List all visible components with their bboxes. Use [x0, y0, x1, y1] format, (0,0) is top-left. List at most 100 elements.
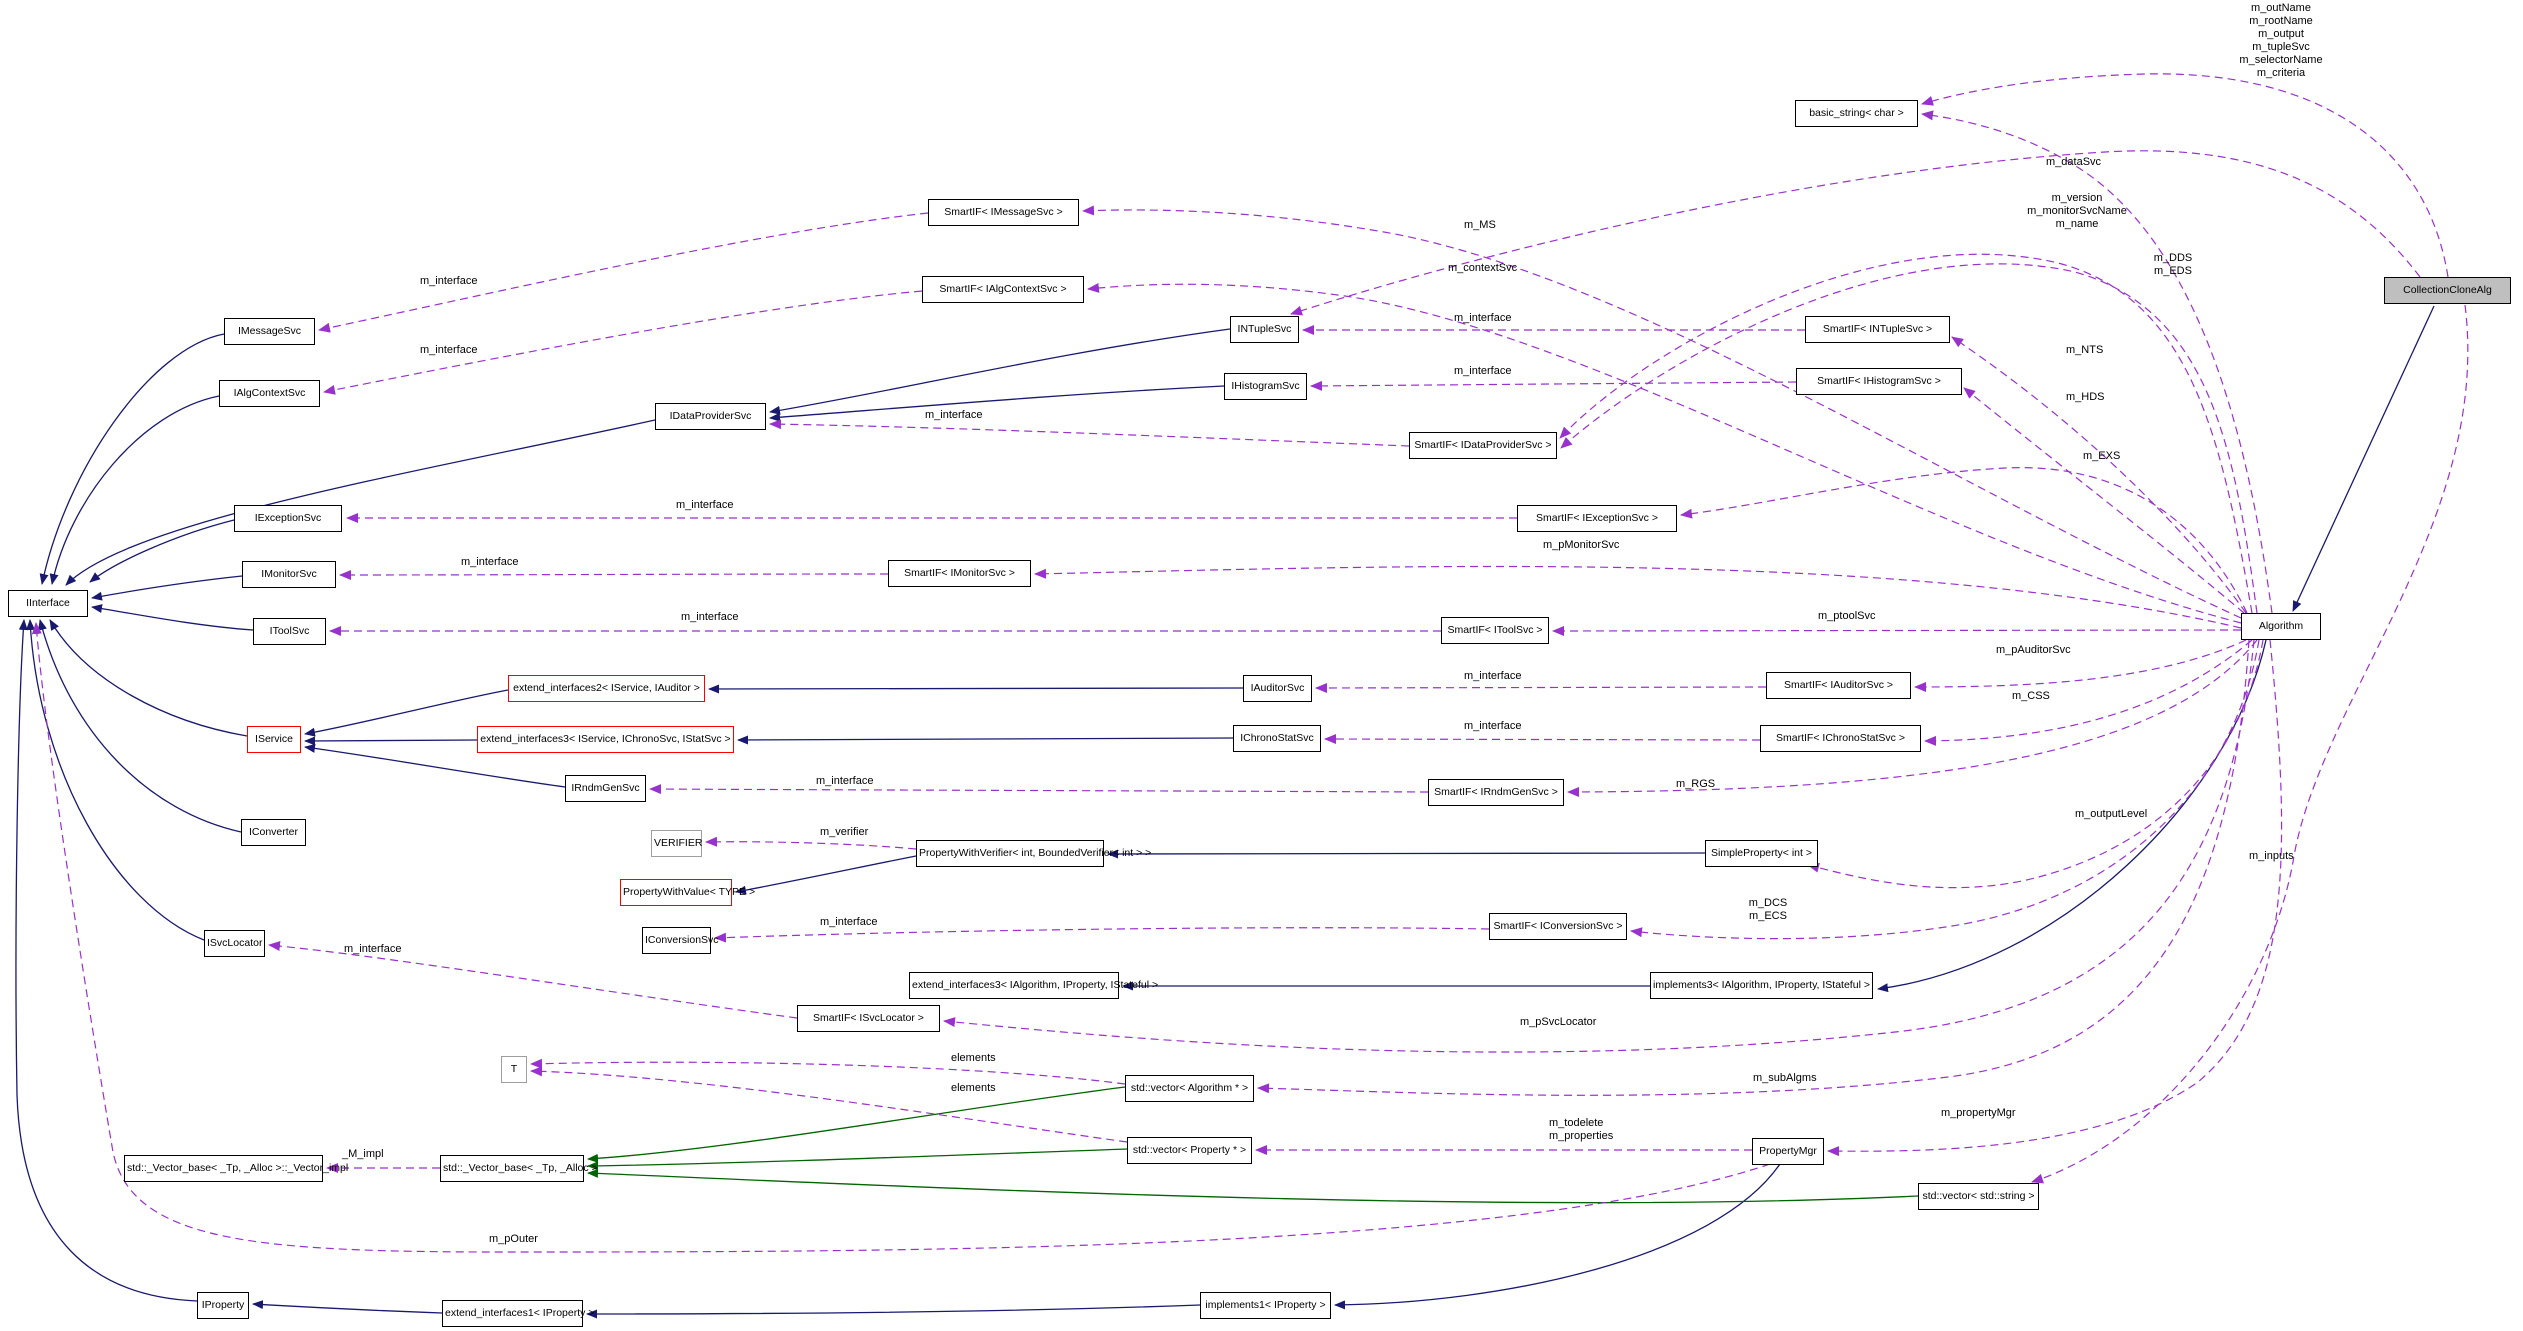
node-smartif-isvclocator[interactable]: SmartIF< ISvcLocator >	[797, 1005, 940, 1032]
node-isvclocator[interactable]: ISvcLocator	[204, 930, 265, 957]
edge-inh-6	[49, 619, 248, 737]
edge-label: m_verifier	[820, 826, 869, 838]
node-smartif-iconversionsvc[interactable]: SmartIF< IConversionSvc >	[1489, 913, 1627, 940]
edge-use-38	[1963, 387, 2245, 614]
edge-label: m_DDS m_EDS	[2153, 252, 2193, 277]
node-smartif-imonitorsvc[interactable]: SmartIF< IMonitorSvc >	[888, 560, 1031, 587]
node-verifier: VERIFIER	[651, 830, 702, 857]
node-vector-property[interactable]: std::vector< Property * >	[1127, 1137, 1252, 1164]
edge-label: m_interface	[1464, 720, 1522, 732]
node-smartif-ichronostatsvc[interactable]: SmartIF< IChronoStatSvc >	[1760, 725, 1921, 752]
edge-label: m_interface	[816, 775, 874, 787]
edge-inh-13	[304, 736, 478, 746]
edge-use-48	[1315, 682, 1767, 693]
node-algorithm[interactable]: Algorithm	[2241, 613, 2321, 640]
node-smartif-irndmgensvc[interactable]: SmartIF< IRndmGenSvc >	[1428, 779, 1564, 806]
node-simpleproperty[interactable]: SimpleProperty< int >	[1705, 840, 1818, 867]
edge-label: m_interface	[461, 556, 519, 568]
node-implements1[interactable]: implements1< IProperty >	[1200, 1292, 1331, 1319]
edge-use-32	[1087, 282, 2242, 624]
edge-use-64	[1827, 639, 2283, 1157]
node-implements3[interactable]: implements3< IAlgorithm, IProperty, ISta…	[1650, 972, 1873, 999]
edge-use-53	[1567, 639, 2258, 797]
node-iproperty[interactable]: IProperty	[197, 1292, 249, 1319]
edge-inh-20	[1877, 639, 2267, 993]
edge-inh-2	[65, 419, 656, 586]
edge-label: m_todelete m_properties	[1549, 1117, 1614, 1142]
node-vector-base[interactable]: std::_Vector_base< _Tp, _Alloc >	[440, 1155, 598, 1182]
edge-inh-15	[708, 684, 1244, 694]
node-ihistogramsvc[interactable]: IHistogramSvc	[1224, 373, 1307, 400]
edge-use-57	[1630, 639, 2260, 940]
edge-inh-4	[91, 575, 243, 601]
node-smartif-iexceptionsvc[interactable]: SmartIF< IExceptionSvc >	[1517, 505, 1677, 532]
node-smartif-itoolsvc[interactable]: SmartIF< IToolSvc >	[1441, 617, 1549, 644]
edge-label: m_subAlgms	[1753, 1072, 1817, 1084]
edge-label: m_HDS	[2066, 391, 2105, 403]
node-imessagesvc[interactable]: IMessageSvc	[224, 318, 315, 345]
node-idataprovidersvc[interactable]: IDataProviderSvc	[655, 403, 766, 430]
node-smartif-intuplesvc[interactable]: SmartIF< INTupleSvc >	[1805, 316, 1950, 343]
edge-use-55	[1807, 639, 2264, 889]
edge-inh-5	[91, 604, 254, 631]
edge-use-31	[1082, 205, 2242, 619]
edge-label: m_outName m_rootName m_output m_tupleSvc…	[2239, 2, 2323, 79]
edge-label: m_interface	[420, 344, 478, 356]
node-imonitorsvc[interactable]: IMonitorSvc	[242, 561, 336, 588]
edge-label: m_interface	[820, 916, 878, 928]
edge-label: m_MS	[1464, 219, 1496, 231]
node-vector-base-impl[interactable]: std::_Vector_base< _Tp, _Alloc >::_Vecto…	[124, 1155, 348, 1182]
node-basic-string[interactable]: basic_string< char >	[1795, 100, 1918, 127]
node-vector-string[interactable]: std::vector< std::string >	[1918, 1183, 2039, 1210]
node-intuplesvc[interactable]: INTupleSvc	[1230, 316, 1299, 343]
edge-label: m_pMonitorSvc	[1543, 539, 1620, 551]
edge-use-36	[1310, 380, 1797, 391]
node-extend-interfaces3-svc[interactable]: extend_interfaces3< IService, IChronoSvc…	[477, 726, 734, 753]
node-vector-algorithm[interactable]: std::vector< Algorithm * >	[1125, 1075, 1254, 1102]
edge-use-43	[1680, 467, 2248, 614]
edge-use-28	[1921, 73, 2449, 278]
node-iservice[interactable]: IService	[247, 726, 301, 753]
edge-use-50	[1914, 639, 2247, 692]
edge-label: m_outputLevel	[2075, 808, 2148, 820]
node-extend-interfaces2[interactable]: extend_interfaces2< IService, IAuditor >	[508, 675, 705, 702]
edge-inh-10	[769, 328, 1231, 415]
edge-label: m_interface	[925, 409, 983, 421]
node-extend-interfaces1[interactable]: extend_interfaces1< IProperty >	[442, 1300, 594, 1327]
node-itoolsvc[interactable]: IToolSvc	[253, 618, 326, 645]
node-ialgcontextsvc[interactable]: IAlgContextSvc	[219, 380, 320, 407]
edge-use-52	[649, 784, 1429, 795]
node-smartif-ialgcontextsvc[interactable]: SmartIF< IAlgContextSvc >	[922, 276, 1084, 303]
edge-use-47	[1552, 625, 2242, 636]
edge-label: m_DCS m_ECS	[1748, 897, 1788, 922]
node-smartif-ihistogramsvc[interactable]: SmartIF< IHistogramSvc >	[1796, 368, 1962, 395]
edge-use-60	[530, 1058, 1126, 1085]
node-extend-interfaces3-alg[interactable]: extend_interfaces3< IAlgorithm, IPropert…	[909, 972, 1158, 999]
edge-inh-22	[586, 1304, 1201, 1319]
node-propertywithvalue[interactable]: PropertyWithValue< TYPE >	[620, 879, 755, 906]
edge-label: m_CSS	[2012, 690, 2050, 702]
edge-tpl-26	[587, 1148, 1128, 1171]
edge-use-39	[1559, 253, 2253, 614]
node-smartif-iauditorsvc[interactable]: SmartIF< IAuditorSvc >	[1766, 672, 1911, 699]
edge-label: elements	[951, 1082, 996, 1094]
edge-label: m_RGS	[1676, 778, 1716, 790]
node-iauditorsvc[interactable]: IAuditorSvc	[1243, 675, 1312, 702]
node-t-param: T	[501, 1056, 527, 1083]
node-propertymgr[interactable]: PropertyMgr	[1752, 1138, 1824, 1165]
node-propertywithverifier[interactable]: PropertyWithVerifier< int, BoundedVerifi…	[916, 840, 1151, 867]
edge-use-45	[1034, 565, 2242, 629]
node-iinterface[interactable]: IInterface	[8, 590, 88, 617]
edge-use-61	[530, 1066, 1128, 1143]
node-ichronostatsvc[interactable]: IChronoStatSvc	[1233, 725, 1321, 752]
edge-label: m_interface	[1454, 312, 1512, 324]
node-iconversionsvc[interactable]: IConversionSvc	[642, 927, 719, 954]
node-irndmgensvc[interactable]: IRndmGenSvc	[565, 775, 646, 802]
edge-use-54	[705, 836, 917, 850]
node-smartif-imessagesvc[interactable]: SmartIF< IMessageSvc >	[928, 199, 1079, 226]
node-iexceptionsvc[interactable]: IExceptionSvc	[234, 505, 342, 532]
node-smartif-idataprovidersvc[interactable]: SmartIF< IDataProviderSvc >	[1409, 432, 1557, 459]
node-iconverter[interactable]: IConverter	[241, 819, 306, 846]
edge-label: m_pAuditorSvc	[1996, 644, 2071, 656]
